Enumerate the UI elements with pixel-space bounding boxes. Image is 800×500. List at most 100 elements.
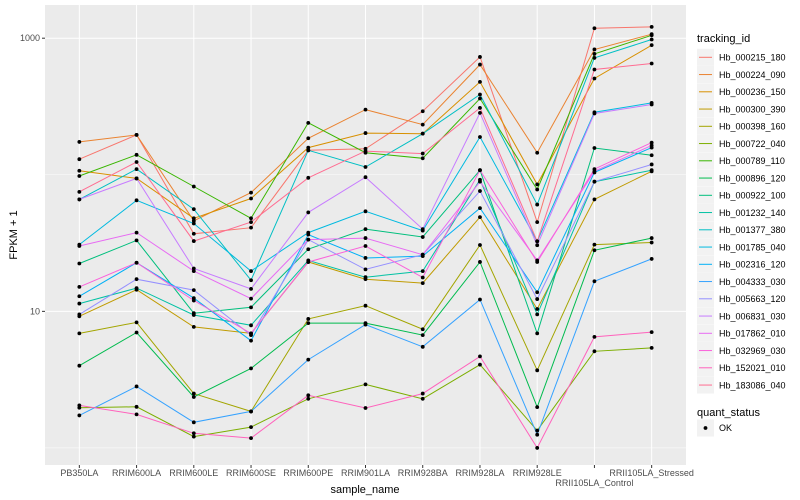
data-point-Hb_000398_160 — [592, 242, 597, 247]
legend-label: Hb_000215_180 — [719, 53, 786, 63]
data-point-Hb_004333_030 — [306, 357, 311, 362]
data-point-Hb_005663_120 — [77, 312, 82, 317]
data-point-Hb_000236_150 — [363, 131, 368, 135]
data-point-Hb_152021_010 — [592, 335, 597, 339]
data-point-Hb_017862_010 — [306, 237, 311, 242]
data-point-Hb_183086_040 — [592, 67, 597, 72]
data-point-Hb_002316_120 — [306, 232, 311, 237]
data-point-Hb_032969_030 — [592, 167, 597, 172]
data-point-Hb_002316_120 — [535, 290, 540, 295]
data-point-Hb_000398_160 — [363, 303, 368, 308]
x-tick-label: RRIM901LA — [341, 468, 390, 478]
data-point-Hb_006831_030 — [592, 111, 597, 116]
data-point-Hb_000789_110 — [478, 96, 482, 101]
legend-label: Hb_000236_150 — [719, 87, 786, 97]
data-point-Hb_001377_380 — [191, 207, 196, 212]
data-point-Hb_000398_160 — [420, 327, 425, 332]
legend-label: OK — [719, 423, 732, 433]
data-point-Hb_000789_110 — [306, 120, 311, 125]
data-point-Hb_017862_010 — [134, 230, 139, 235]
data-point-Hb_001232_140 — [249, 323, 253, 328]
data-point-Hb_000215_180 — [249, 225, 253, 230]
data-point-Hb_152021_010 — [420, 391, 425, 396]
data-point-Hb_017862_010 — [363, 236, 368, 240]
data-point-Hb_000236_150 — [191, 216, 196, 221]
data-point-Hb_183086_040 — [649, 61, 654, 66]
data-point-Hb_000922_100 — [249, 305, 253, 310]
data-point-Hb_000224_090 — [306, 136, 311, 141]
data-point-Hb_006831_030 — [478, 110, 482, 115]
data-point-Hb_001377_380 — [249, 278, 253, 283]
data-point-Hb_000300_390 — [478, 215, 482, 219]
data-point-Hb_000922_100 — [420, 235, 425, 239]
data-point-Hb_000922_100 — [535, 331, 540, 336]
legend-label: Hb_006831_030 — [719, 311, 786, 321]
x-tick-label: RRII105LA_Control — [555, 478, 633, 488]
data-point-Hb_000922_100 — [649, 153, 654, 158]
data-point-Hb_006831_030 — [249, 287, 253, 291]
data-point-Hb_000236_150 — [649, 43, 654, 48]
data-point-Hb_000896_120 — [420, 333, 425, 338]
x-tick-label: PB350LA — [60, 468, 98, 478]
x-axis-title: sample_name — [330, 484, 399, 496]
data-point-Hb_000722_040 — [649, 346, 654, 350]
data-point-Hb_006831_030 — [363, 175, 368, 180]
data-point-Hb_152021_010 — [363, 406, 368, 410]
legend-title-quant-status: quant_status — [697, 407, 760, 419]
data-point-Hb_000722_040 — [134, 404, 139, 409]
data-point-Hb_005663_120 — [592, 179, 597, 184]
data-point-Hb_000398_160 — [134, 320, 139, 325]
data-point-Hb_001377_380 — [649, 37, 654, 42]
data-point-Hb_004333_030 — [77, 413, 82, 418]
data-point-Hb_000300_390 — [420, 281, 425, 286]
data-point-Hb_183086_040 — [249, 220, 253, 225]
data-point-Hb_001377_380 — [535, 202, 540, 207]
data-point-Hb_000789_110 — [134, 152, 139, 157]
data-point-Hb_001232_140 — [134, 286, 139, 291]
x-tick-label: RRIM600PE — [283, 468, 333, 478]
data-point-Hb_183086_040 — [420, 151, 425, 156]
legend-label: Hb_000896_120 — [719, 173, 786, 183]
data-point-Hb_000398_160 — [77, 331, 82, 336]
data-point-Hb_004333_030 — [420, 344, 425, 349]
data-point-Hb_032969_030 — [420, 275, 425, 280]
data-point-Hb_001377_380 — [478, 92, 482, 97]
x-tick-label: RRIM928LE — [513, 468, 562, 478]
data-point-Hb_004333_030 — [249, 409, 253, 414]
data-point-Hb_002316_120 — [77, 294, 82, 299]
legend-label: Hb_000722_040 — [719, 139, 786, 149]
data-point-Hb_002316_120 — [478, 206, 482, 211]
data-point-Hb_000224_090 — [535, 150, 540, 155]
data-point-Hb_000722_040 — [535, 428, 540, 433]
data-point-Hb_000300_390 — [592, 197, 597, 202]
data-point-Hb_000922_100 — [77, 261, 82, 266]
data-point-Hb_000896_120 — [77, 363, 82, 368]
data-point-Hb_000896_120 — [134, 330, 139, 335]
data-point-Hb_001785_040 — [363, 209, 368, 214]
x-tick-label: RRIM600LE — [169, 468, 218, 478]
data-point-Hb_152021_010 — [306, 393, 311, 398]
legend-label: Hb_152021_010 — [719, 363, 786, 373]
data-point-Hb_032969_030 — [363, 244, 368, 248]
legend-quant-status: quant_status OK — [697, 407, 760, 437]
legend-label: Hb_004333_030 — [719, 277, 786, 287]
data-point-Hb_000789_110 — [191, 184, 196, 189]
x-tick-label: RRII105LA_Stressed — [609, 468, 694, 478]
legend-label: Hb_017862_010 — [719, 329, 786, 339]
data-point-Hb_032969_030 — [649, 140, 654, 145]
data-point-Hb_000722_040 — [478, 362, 482, 367]
data-point-Hb_000896_120 — [535, 405, 540, 410]
data-point-Hb_000722_040 — [249, 425, 253, 430]
data-point-Hb_000215_180 — [420, 109, 425, 114]
data-point-Hb_004333_030 — [592, 279, 597, 284]
data-point-Hb_000236_150 — [592, 76, 597, 81]
legend-label: Hb_002316_120 — [719, 260, 786, 270]
data-point-Hb_000224_090 — [134, 132, 139, 137]
data-point-Hb_017862_010 — [77, 244, 82, 248]
y-axis-title: FPKM + 1 — [8, 210, 20, 259]
data-point-Hb_005663_120 — [363, 267, 368, 272]
data-point-Hb_000722_040 — [420, 396, 425, 401]
data-point-Hb_006831_030 — [420, 227, 425, 232]
data-point-Hb_000789_110 — [420, 156, 425, 161]
data-point-Hb_006831_030 — [649, 102, 654, 107]
